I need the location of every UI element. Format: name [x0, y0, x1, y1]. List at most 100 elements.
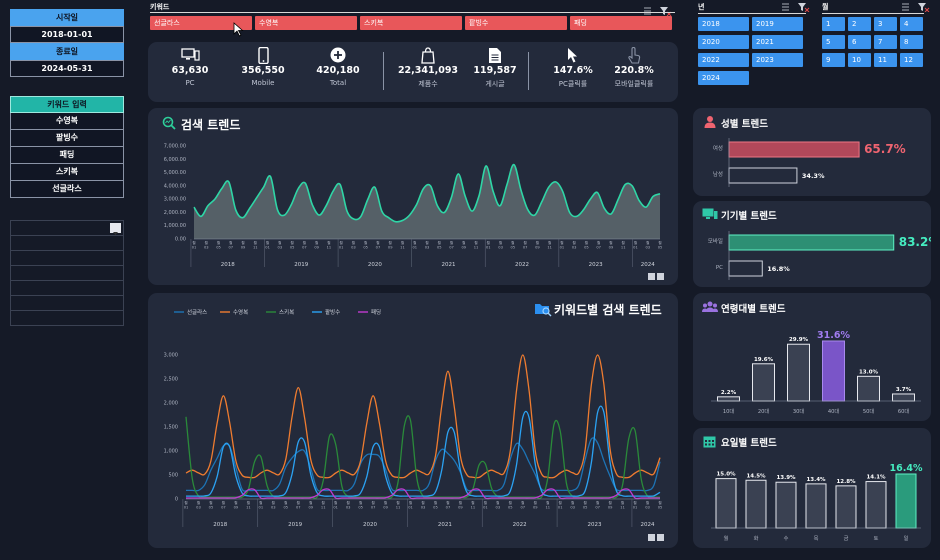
x-tick-label: 월 05: [658, 240, 663, 250]
grid-cell: [10, 236, 124, 251]
slicer-year[interactable]: 2022: [698, 53, 749, 67]
slicer-month[interactable]: 8: [900, 35, 923, 49]
year-label: 2018: [221, 262, 235, 268]
month-slicer: 1 2 3 4 5 6 7 8 9 10 11 12: [822, 17, 926, 69]
x-tick-label: 월 01: [560, 240, 565, 250]
year-label: 2024: [641, 522, 655, 528]
keyword-input-item[interactable]: 팥빙수: [10, 130, 124, 147]
x-tick-label: 월 03: [645, 240, 650, 250]
slicer-month[interactable]: 5: [822, 35, 845, 49]
multiselect-icon[interactable]: [642, 6, 672, 17]
collapse-button: [648, 273, 655, 280]
empty-grid: [10, 220, 124, 326]
phone-icon: [257, 46, 269, 65]
keyword-input-item[interactable]: 수영복: [10, 113, 124, 130]
x-tick-label: 월 09: [234, 500, 239, 510]
bar: [857, 375, 880, 402]
gender-title: 성별 트렌드: [721, 119, 769, 130]
year-label: 2022: [513, 522, 527, 528]
x-tick-label: 월 01: [483, 500, 488, 510]
x-tick-label: 월 07: [376, 240, 381, 250]
slicer-month[interactable]: 9: [822, 53, 845, 67]
x-tick-label: 월 03: [572, 240, 577, 250]
slicer-keyword[interactable]: 스키복: [360, 16, 462, 30]
gender-panel: 성별 트렌드 여성 65.7% 남성 34.3%: [693, 108, 931, 196]
slicer-keyword[interactable]: 수영복: [255, 16, 357, 30]
x-tick-label: 월 05: [658, 500, 663, 510]
bar: [835, 485, 857, 529]
month-filter-controls-icon[interactable]: [900, 2, 930, 12]
kpi-value: 356,550: [241, 65, 285, 76]
keyword-input-item[interactable]: 패딩: [10, 147, 124, 164]
slicer-month[interactable]: 1: [822, 17, 845, 31]
year-label: 2023: [588, 522, 602, 528]
slicer-keyword[interactable]: 패딩: [570, 16, 672, 30]
grid-cell: [10, 296, 124, 311]
y-tick-label: 0.00: [175, 237, 186, 243]
x-tick-label: 월 05: [358, 500, 363, 510]
slicer-month[interactable]: 2: [848, 17, 871, 31]
slicer-controls: [642, 1, 672, 17]
kpi-divider: [528, 52, 529, 90]
calendar-icon: [703, 436, 716, 448]
x-tick-label: 월 03: [421, 500, 426, 510]
x-tick-label: 월 05: [584, 240, 589, 250]
slicer-year[interactable]: 2018: [698, 17, 749, 31]
y-tick-label: 1,000: [164, 449, 178, 455]
slicer-month[interactable]: 7: [874, 35, 897, 49]
slicer-keyword[interactable]: 선글라스: [150, 16, 252, 30]
x-tick-label: 월 05: [433, 500, 438, 510]
slicer-year[interactable]: 2024: [698, 71, 749, 85]
x-tick-label: 월 05: [583, 500, 588, 510]
dropdown-arrow-icon[interactable]: [110, 223, 121, 235]
series-line-1: [185, 437, 661, 492]
slicer-month[interactable]: 3: [874, 17, 897, 31]
slicer-keyword[interactable]: 팥빙수: [465, 16, 567, 30]
x-tick-label: 월 01: [184, 500, 189, 510]
category-label: 월: [724, 534, 729, 542]
bar: [728, 167, 798, 184]
slicer-month[interactable]: 6: [848, 35, 871, 49]
x-tick-label: 월 11: [321, 500, 326, 510]
year-label: 2024: [641, 262, 655, 268]
slicer-month[interactable]: 11: [874, 53, 897, 67]
keyword-input-item[interactable]: 스키복: [10, 164, 124, 181]
slicer-month[interactable]: 12: [900, 53, 923, 67]
dropdown-cell[interactable]: [10, 220, 124, 236]
slicer-year[interactable]: 2023: [752, 53, 803, 67]
slicer-year[interactable]: 2021: [752, 35, 803, 49]
weekday-panel: 요일별 트렌드 15.0% 월 14.5% 화 13.9% 수 13.4% 목 12.8% 금 14…: [693, 428, 931, 548]
slicer-month[interactable]: 10: [848, 53, 871, 67]
keyword-trend-chart: 선글라스 수영복 스키복 팥빙수 패딩 3,000 2,500 2,000 1,500 1,000…: [164, 308, 664, 541]
slicer-month[interactable]: 4: [900, 17, 923, 31]
kpi-mobile: 356,550 Mobile: [228, 46, 298, 87]
slicer-year[interactable]: 2020: [698, 35, 749, 49]
x-tick-label: 월 01: [558, 500, 563, 510]
x-tick-label: 월 09: [608, 500, 613, 510]
folder-search-icon: [535, 304, 552, 317]
x-tick-label: 월 01: [633, 240, 638, 250]
kpi-label: Mobile: [251, 79, 275, 87]
bar: [717, 396, 740, 402]
y-tick-label: 2,000: [164, 401, 178, 407]
slicer-year[interactable]: 2019: [752, 17, 803, 31]
search-trend-title: 검색 트렌드: [181, 118, 241, 132]
category-label: 일: [904, 534, 909, 542]
weekday-title: 요일별 트렌드: [721, 438, 777, 449]
bar-label: 남성: [713, 170, 723, 178]
x-tick-label: 월 03: [278, 240, 283, 250]
end-date-value[interactable]: 2024-05-31: [10, 60, 124, 77]
year-filter-controls-icon[interactable]: [780, 2, 810, 12]
y-tick-label: 2,000.00: [164, 210, 186, 216]
bar: [892, 393, 915, 402]
bar-label: PC: [716, 265, 723, 271]
bag-icon: [420, 47, 435, 64]
x-tick-label: 월 07: [446, 500, 451, 510]
category-label: 40대: [828, 407, 840, 415]
keyword-input-item[interactable]: 선글라스: [10, 181, 124, 198]
x-tick-label: 월 03: [425, 240, 430, 250]
category-label: 목: [814, 535, 819, 542]
start-date-value[interactable]: 2018-01-01: [10, 26, 124, 43]
device-chart: 모바일 83.2% PC 16.8%: [708, 231, 931, 280]
x-tick-label: 월 09: [535, 240, 540, 250]
